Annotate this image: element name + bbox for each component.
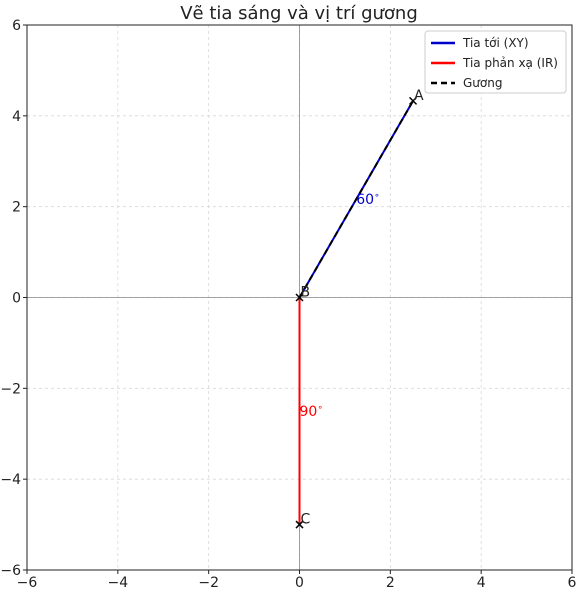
degree-symbol: ∘	[374, 191, 380, 201]
point-marker	[295, 293, 304, 302]
x-tick-label: 4	[477, 575, 486, 591]
y-tick-label: 0	[12, 291, 21, 307]
x-tick-label: 0	[295, 575, 304, 591]
x-tick-label: 6	[568, 575, 577, 591]
degree-symbol: ∘	[317, 403, 323, 413]
ticks: −6 −4 −2 0 2 4 6 −6 −4 −2 0 2 4 6	[0, 18, 576, 591]
y-tick-label: 4	[12, 109, 21, 125]
legend-label-2: Gương	[463, 76, 502, 90]
y-tick-label: −2	[0, 381, 21, 397]
point-marker	[295, 520, 304, 529]
point-label: B	[301, 285, 311, 301]
x-tick-label: 2	[386, 575, 395, 591]
annotations-layer: 60∘ 90∘	[300, 191, 380, 420]
series-line-2	[298, 100, 414, 299]
legend-label-0: Tia tới (XY)	[462, 36, 529, 50]
point-C: C	[295, 512, 311, 529]
point-B: B	[295, 285, 311, 302]
y-tick-label: −6	[0, 563, 21, 579]
legend-box	[424, 30, 567, 94]
legend: Tia tới (XY) Tia phản xạ (IR) Gương	[424, 30, 567, 94]
x-tick-label: −2	[198, 575, 219, 591]
point-A: A	[409, 88, 424, 105]
y-tick-label: 2	[12, 200, 21, 216]
points-layer: A B C	[295, 88, 424, 529]
legend-label-1: Tia phản xạ (IR)	[462, 56, 558, 70]
x-tick-label: −6	[17, 575, 38, 591]
y-tick-label: −4	[0, 472, 21, 488]
annotation-1: 90∘	[300, 403, 323, 420]
chart-title: Vẽ tia sáng và vị trí gương	[180, 3, 418, 24]
point-label: C	[301, 512, 311, 528]
series-layer	[298, 100, 414, 525]
x-tick-label: −4	[108, 575, 129, 591]
annotation-0: 60∘	[356, 191, 379, 208]
point-label: A	[414, 88, 424, 104]
y-tick-label: 6	[12, 18, 21, 34]
point-marker	[409, 96, 418, 105]
